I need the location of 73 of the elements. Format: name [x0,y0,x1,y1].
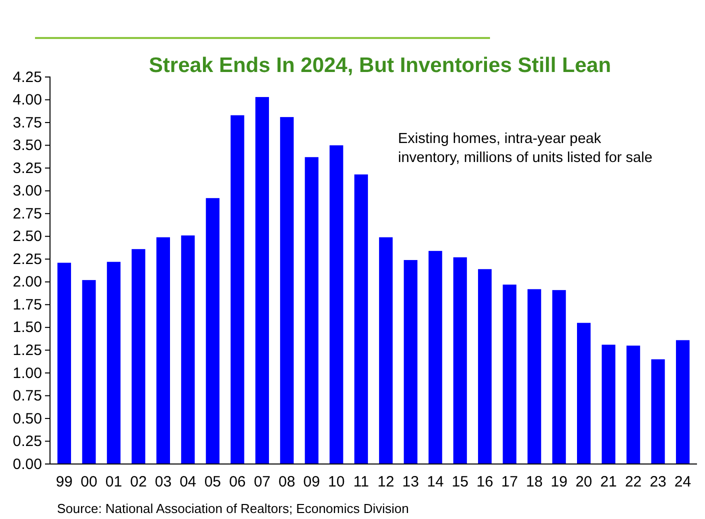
bar [280,117,294,464]
x-tick-label: 00 [80,474,98,490]
bar [132,249,146,464]
bar [82,280,96,464]
y-tick-label: 2.75 [12,205,42,222]
y-tick-label: 3.00 [12,182,42,200]
x-tick-label: 02 [130,474,147,490]
bar [379,237,393,464]
x-tick-label: 14 [427,474,444,490]
bar [330,145,344,464]
x-tick-label: 10 [328,474,345,490]
chart-title: Streak Ends In 2024, But Inventories Still Lean [148,54,612,77]
bar [577,322,591,464]
x-tick-label: 15 [452,474,468,490]
x-tick-label: 24 [674,474,692,490]
x-tick-label: 01 [105,474,122,490]
source-note: Source: National Association of Realtors; Economics Division [57,501,409,516]
x-tick-label: 03 [154,474,172,490]
bar [428,250,442,464]
x-tick-label: 04 [180,474,196,490]
y-tick-label: 2.00 [12,274,42,291]
bar [156,237,170,464]
bar [478,269,492,464]
x-tick-label: 08 [278,474,296,490]
x-tick-label: 11 [353,474,369,490]
y-tick-label: 0.25 [12,433,42,450]
y-tick-label: 0.00 [12,456,42,473]
bar [676,340,690,464]
x-tick-label: 13 [402,474,419,490]
x-tick-label: 17 [501,474,518,490]
bar [528,289,542,464]
bar [230,115,244,464]
bar [181,235,195,464]
y-tick-label: 0.50 [12,410,42,428]
bar [354,174,368,464]
y-tick-label: 3.75 [12,114,42,132]
y-tick-label: 1.50 [12,319,42,336]
y-tick-label: 2.25 [12,250,42,268]
y-tick-label: 4.25 [12,68,42,86]
x-tick-label: 21 [600,474,617,490]
y-tick-label: 2.50 [12,228,42,246]
x-tick-label: 16 [476,474,494,490]
bar [453,257,467,464]
annotation: Existing homes, intra-year peak inventory, millions of units listed for sale [398,131,652,166]
y-tick-label: 4.00 [12,92,42,109]
bar [651,359,665,464]
x-tick-label: 23 [650,474,666,490]
y-tick-label: 1.00 [12,364,42,382]
y-tick-label: 0.75 [12,388,42,405]
bar [404,260,418,464]
x-tick-label: 06 [229,474,246,490]
y-tick-label: 1.25 [12,342,42,359]
bar [304,157,318,464]
bar [552,290,566,464]
y-tick-label: 3.25 [12,160,42,177]
x-tick-label: 19 [550,474,568,490]
bar [626,346,640,464]
x-tick-label: 20 [575,474,592,490]
bar [255,97,269,464]
x-tick-label: 99 [56,474,73,490]
x-tick-label: 05 [204,474,222,490]
bar [602,344,616,464]
x-tick-label: 07 [254,474,271,490]
x-tick-label: 18 [526,474,543,490]
x-tick-label: 22 [624,474,642,490]
bar [206,198,220,464]
x-tick-label: 09 [303,474,320,490]
bar [106,262,121,464]
bar [57,262,72,464]
y-tick-label: 1.75 [12,296,42,314]
x-tick-label: 12 [378,474,394,490]
y-tick-label: 3.50 [12,137,42,154]
bar [502,284,516,464]
